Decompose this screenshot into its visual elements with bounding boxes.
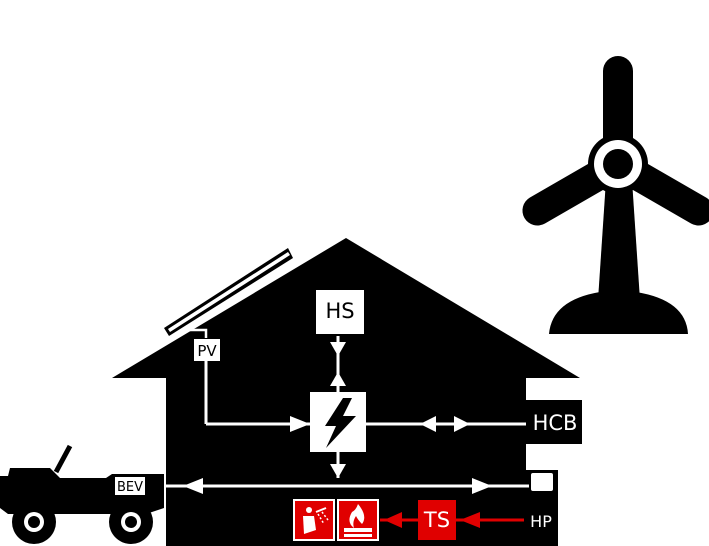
bev-label: BEV xyxy=(117,480,143,495)
pv-box: PV xyxy=(194,339,220,361)
hcb-box: HCB xyxy=(526,400,582,444)
ts-label: TS xyxy=(423,508,450,532)
hcb-label: HCB xyxy=(533,411,578,435)
hs-label: HS xyxy=(325,299,354,323)
solar-panel-icon xyxy=(164,248,293,338)
shower-icon xyxy=(293,499,335,541)
bev-box: BEV xyxy=(115,477,145,495)
flame-radiator-icon xyxy=(337,499,379,541)
ts-box: TS xyxy=(418,500,456,540)
pv-label: PV xyxy=(197,342,217,360)
wind-turbine-icon xyxy=(522,56,709,334)
inverter-box xyxy=(310,392,366,452)
hp-label: HP xyxy=(530,512,552,531)
lightning-bolt-icon xyxy=(325,398,356,448)
connector-box xyxy=(529,471,555,493)
hs-box: HS xyxy=(316,290,364,334)
electric-arrowheads xyxy=(183,342,492,494)
thermal-flows xyxy=(380,512,524,528)
